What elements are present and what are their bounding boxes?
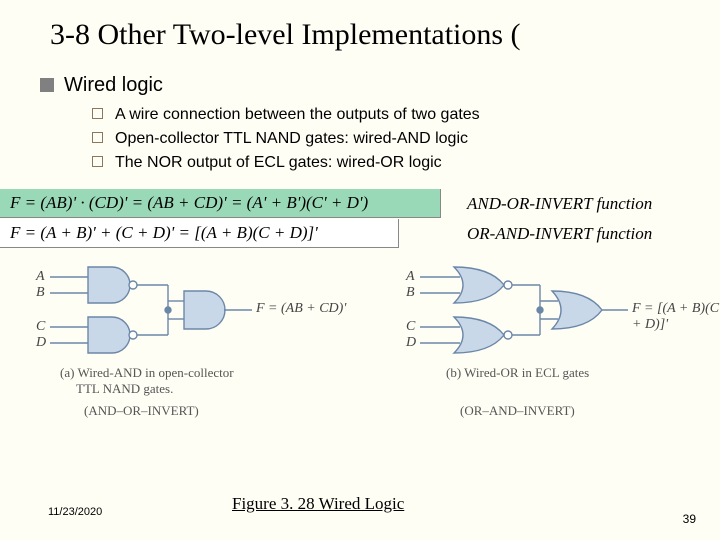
- output-label: F = (AB + CD)': [256, 301, 346, 317]
- page-number: 39: [683, 512, 696, 526]
- input-label: D: [406, 335, 416, 351]
- sub-bullet-icon: [92, 156, 103, 167]
- equation-2: F = (A + B)' + (C + D)' = [(A + B)(C + D…: [0, 219, 399, 248]
- caption-right-a: (b) Wired-OR in ECL gates: [446, 365, 589, 381]
- input-label: A: [406, 269, 415, 285]
- bullet-list: A wire connection between the outputs of…: [92, 103, 720, 175]
- sub-bullet-icon: [92, 108, 103, 119]
- circuit-diagram: A B C D F = (AB + CD)' A B C D F = [(A +…: [0, 259, 720, 459]
- input-label: A: [36, 269, 45, 285]
- input-label: D: [36, 335, 46, 351]
- equation-1: F = (AB)' · (CD)' = (AB + CD)' = (A' + B…: [0, 189, 441, 218]
- input-label: B: [36, 285, 45, 301]
- footer-date: 11/23/2020: [48, 506, 102, 518]
- input-label: C: [406, 319, 415, 335]
- output-label: F = [(A + B)(C + D)]': [632, 301, 720, 333]
- input-label: B: [406, 285, 415, 301]
- caption-left-c: (AND–OR–INVERT): [84, 403, 199, 419]
- bullet-text: Open-collector TTL NAND gates: wired-AND…: [115, 130, 468, 147]
- equation-area: F = (AB)' · (CD)' = (AB + CD)' = (A' + B…: [0, 189, 720, 249]
- sub-bullet-icon: [92, 132, 103, 143]
- slide-title: 3-8 Other Two-level Implementations (: [0, 0, 720, 52]
- caption-right-c: (OR–AND–INVERT): [460, 403, 575, 419]
- figure-caption: Figure 3. 28 Wired Logic: [232, 494, 404, 514]
- bullet-text: A wire connection between the outputs of…: [115, 106, 480, 123]
- section-heading: Wired logic: [40, 74, 720, 97]
- caption-left-b: TTL NAND gates.: [76, 381, 173, 397]
- bullet-icon: [40, 78, 54, 92]
- section-heading-text: Wired logic: [64, 74, 163, 96]
- caption-left-a: (a) Wired-AND in open-collector: [60, 365, 234, 381]
- input-label: C: [36, 319, 45, 335]
- equation-2-note: OR-AND-INVERT function: [467, 224, 652, 244]
- equation-1-note: AND-OR-INVERT function: [467, 194, 652, 214]
- bullet-text: The NOR output of ECL gates: wired-OR lo…: [115, 154, 442, 171]
